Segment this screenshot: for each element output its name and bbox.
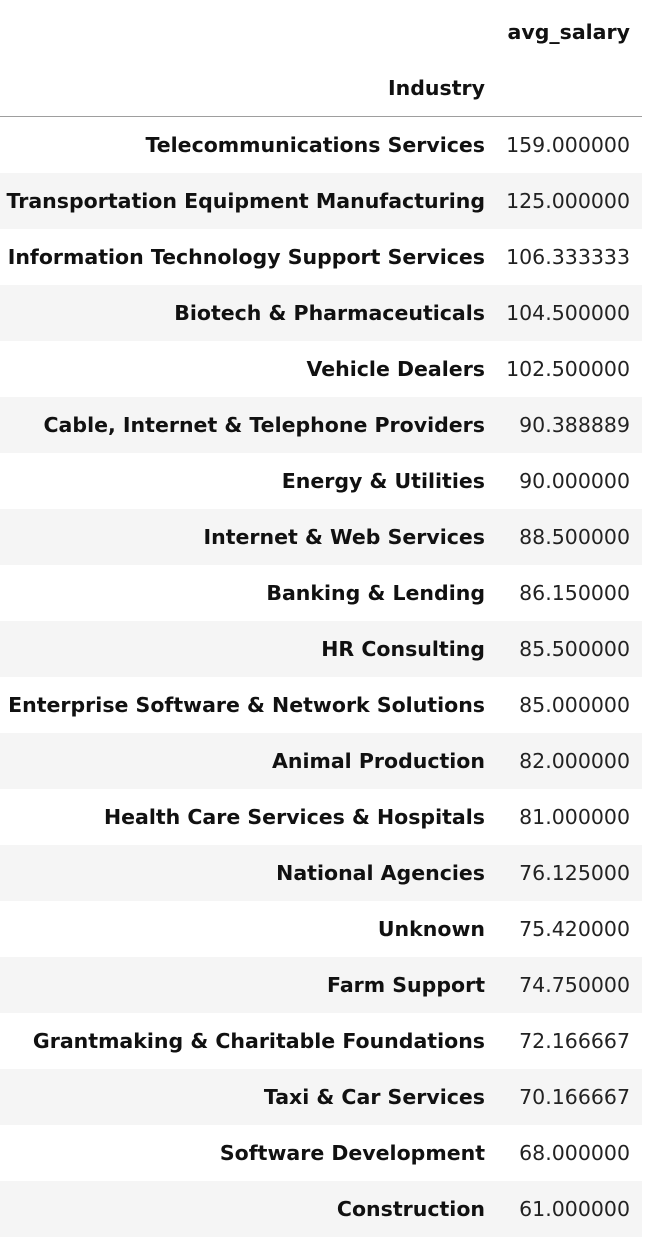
table-row: National Agencies 76.125000 <box>0 845 642 901</box>
cell-avg-salary: 102.500000 <box>497 341 642 397</box>
row-index-industry: Biotech & Pharmaceuticals <box>0 285 497 341</box>
cell-avg-salary: 76.125000 <box>497 845 642 901</box>
cell-avg-salary: 70.166667 <box>497 1069 642 1125</box>
row-index-industry: Construction <box>0 1181 497 1237</box>
row-index-industry: Health Care Services & Hospitals <box>0 789 497 845</box>
row-index-industry: Transportation Equipment Manufacturing <box>0 173 497 229</box>
table-row: Farm Support 74.750000 <box>0 957 642 1013</box>
table-row: Banking & Lending 86.150000 <box>0 565 642 621</box>
cell-avg-salary: 85.000000 <box>497 677 642 733</box>
table-row: Animal Production 82.000000 <box>0 733 642 789</box>
cell-avg-salary: 104.500000 <box>497 285 642 341</box>
header-spacer <box>497 60 642 117</box>
table-row: Information Technology Support Services 1… <box>0 229 642 285</box>
row-index-industry: Cable, Internet & Telephone Providers <box>0 397 497 453</box>
dataframe-container: avg_salary Industry Telecommunications S… <box>0 4 642 1237</box>
cell-avg-salary: 68.000000 <box>497 1125 642 1181</box>
row-index-industry: Banking & Lending <box>0 565 497 621</box>
table-row: Taxi & Car Services 70.166667 <box>0 1069 642 1125</box>
row-index-industry: Internet & Web Services <box>0 509 497 565</box>
dataframe-table: avg_salary Industry Telecommunications S… <box>0 4 642 1237</box>
row-index-industry: Farm Support <box>0 957 497 1013</box>
cell-avg-salary: 88.500000 <box>497 509 642 565</box>
column-header-avg-salary: avg_salary <box>497 4 642 60</box>
table-row: Grantmaking & Charitable Foundations 72.1… <box>0 1013 642 1069</box>
table-row: HR Consulting 85.500000 <box>0 621 642 677</box>
table-row: Unknown 75.420000 <box>0 901 642 957</box>
cell-avg-salary: 159.000000 <box>497 116 642 173</box>
table-row: Telecommunications Services 159.000000 <box>0 116 642 173</box>
cell-avg-salary: 85.500000 <box>497 621 642 677</box>
row-index-industry: Unknown <box>0 901 497 957</box>
index-header-row: Industry <box>0 60 642 117</box>
row-index-industry: Software Development <box>0 1125 497 1181</box>
table-row: Software Development 68.000000 <box>0 1125 642 1181</box>
row-index-industry: Energy & Utilities <box>0 453 497 509</box>
table-row: Internet & Web Services 88.500000 <box>0 509 642 565</box>
cell-avg-salary: 74.750000 <box>497 957 642 1013</box>
table-body: Telecommunications Services 159.000000 Tra… <box>0 116 642 1237</box>
row-index-industry: Taxi & Car Services <box>0 1069 497 1125</box>
table-row: Biotech & Pharmaceuticals 104.500000 <box>0 285 642 341</box>
column-header-row: avg_salary <box>0 4 642 60</box>
table-row: Health Care Services & Hospitals 81.00000… <box>0 789 642 845</box>
cell-avg-salary: 90.000000 <box>497 453 642 509</box>
table-row: Vehicle Dealers 102.500000 <box>0 341 642 397</box>
cell-avg-salary: 75.420000 <box>497 901 642 957</box>
cell-avg-salary: 125.000000 <box>497 173 642 229</box>
cell-avg-salary: 72.166667 <box>497 1013 642 1069</box>
row-index-industry: Enterprise Software & Network Solutions <box>0 677 497 733</box>
cell-avg-salary: 106.333333 <box>497 229 642 285</box>
table-row: Construction 61.000000 <box>0 1181 642 1237</box>
row-index-industry: Information Technology Support Services <box>0 229 497 285</box>
header-spacer <box>0 4 497 60</box>
index-name-header: Industry <box>0 60 497 117</box>
table-row: Transportation Equipment Manufacturing 12… <box>0 173 642 229</box>
table-header: avg_salary Industry <box>0 4 642 117</box>
row-index-industry: Animal Production <box>0 733 497 789</box>
table-row: Enterprise Software & Network Solutions 8… <box>0 677 642 733</box>
cell-avg-salary: 90.388889 <box>497 397 642 453</box>
table-row: Cable, Internet & Telephone Providers 90.… <box>0 397 642 453</box>
row-index-industry: National Agencies <box>0 845 497 901</box>
table-row: Energy & Utilities 90.000000 <box>0 453 642 509</box>
cell-avg-salary: 81.000000 <box>497 789 642 845</box>
row-index-industry: HR Consulting <box>0 621 497 677</box>
cell-avg-salary: 86.150000 <box>497 565 642 621</box>
row-index-industry: Vehicle Dealers <box>0 341 497 397</box>
cell-avg-salary: 82.000000 <box>497 733 642 789</box>
row-index-industry: Telecommunications Services <box>0 116 497 173</box>
cell-avg-salary: 61.000000 <box>497 1181 642 1237</box>
row-index-industry: Grantmaking & Charitable Foundations <box>0 1013 497 1069</box>
